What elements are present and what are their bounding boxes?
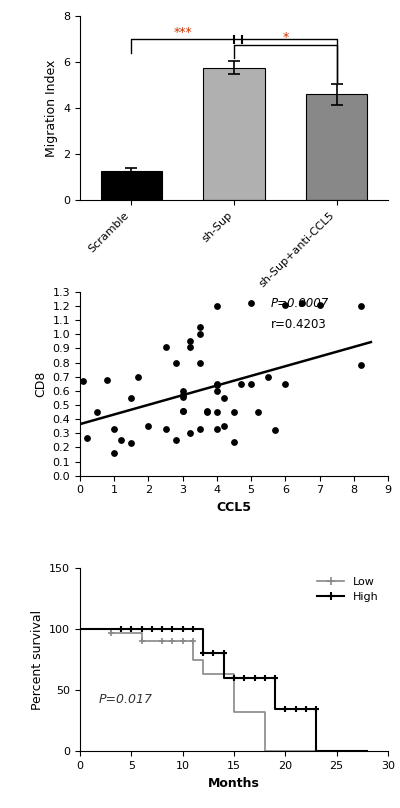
Text: r=0.4203: r=0.4203 [271,318,327,330]
Point [80,374,87,387]
Point [180,385,186,398]
Point [180,389,186,402]
Point [118,434,124,447]
Y-axis label: Migration Index: Migration Index [44,59,58,157]
Point [231,436,237,448]
Point [162,423,169,436]
Point [196,423,203,436]
Text: *: * [282,32,288,44]
Point [214,300,220,313]
Point [94,406,100,419]
Text: P=0.0007: P=0.0007 [271,297,329,310]
Point [111,423,118,436]
Point [196,328,203,341]
Point [180,390,186,403]
Y-axis label: Percent survival: Percent survival [31,609,44,709]
Point [220,391,227,404]
Point [282,298,288,311]
Point [104,373,110,386]
Point [186,340,193,353]
Point [204,406,210,419]
Point [204,404,210,417]
Point [358,300,364,313]
Y-axis label: CD8: CD8 [34,371,47,397]
Point [214,379,220,392]
Point [214,406,220,419]
Point [128,436,134,449]
Point [173,356,179,369]
Point [111,447,118,460]
Legend: Low, High: Low, High [313,573,382,605]
Point [282,377,288,390]
Point [186,335,193,347]
Point [180,404,186,417]
Point [248,377,254,390]
Point [162,340,169,353]
Point [186,427,193,440]
Point [316,298,323,311]
Point [173,434,179,447]
Point [214,385,220,398]
Point [255,406,261,419]
Bar [306,95,368,200]
Point [196,321,203,334]
Point [358,359,364,372]
Point [214,423,220,436]
Point [128,391,134,404]
Point [180,404,186,417]
Bar [100,171,162,200]
Point [238,377,244,390]
Point [84,431,90,444]
X-axis label: CCL5: CCL5 [216,501,252,514]
Text: P=0.017: P=0.017 [98,692,152,705]
Point [231,406,237,419]
Bar [203,68,265,200]
Point [265,370,272,383]
Point [196,356,203,369]
Point [248,297,254,309]
Point [135,370,141,383]
Text: ***: *** [173,26,192,39]
Point [145,419,152,432]
Point [299,297,306,309]
X-axis label: Months: Months [208,776,260,789]
Point [214,377,220,390]
Point [272,424,278,437]
Point [220,419,227,432]
